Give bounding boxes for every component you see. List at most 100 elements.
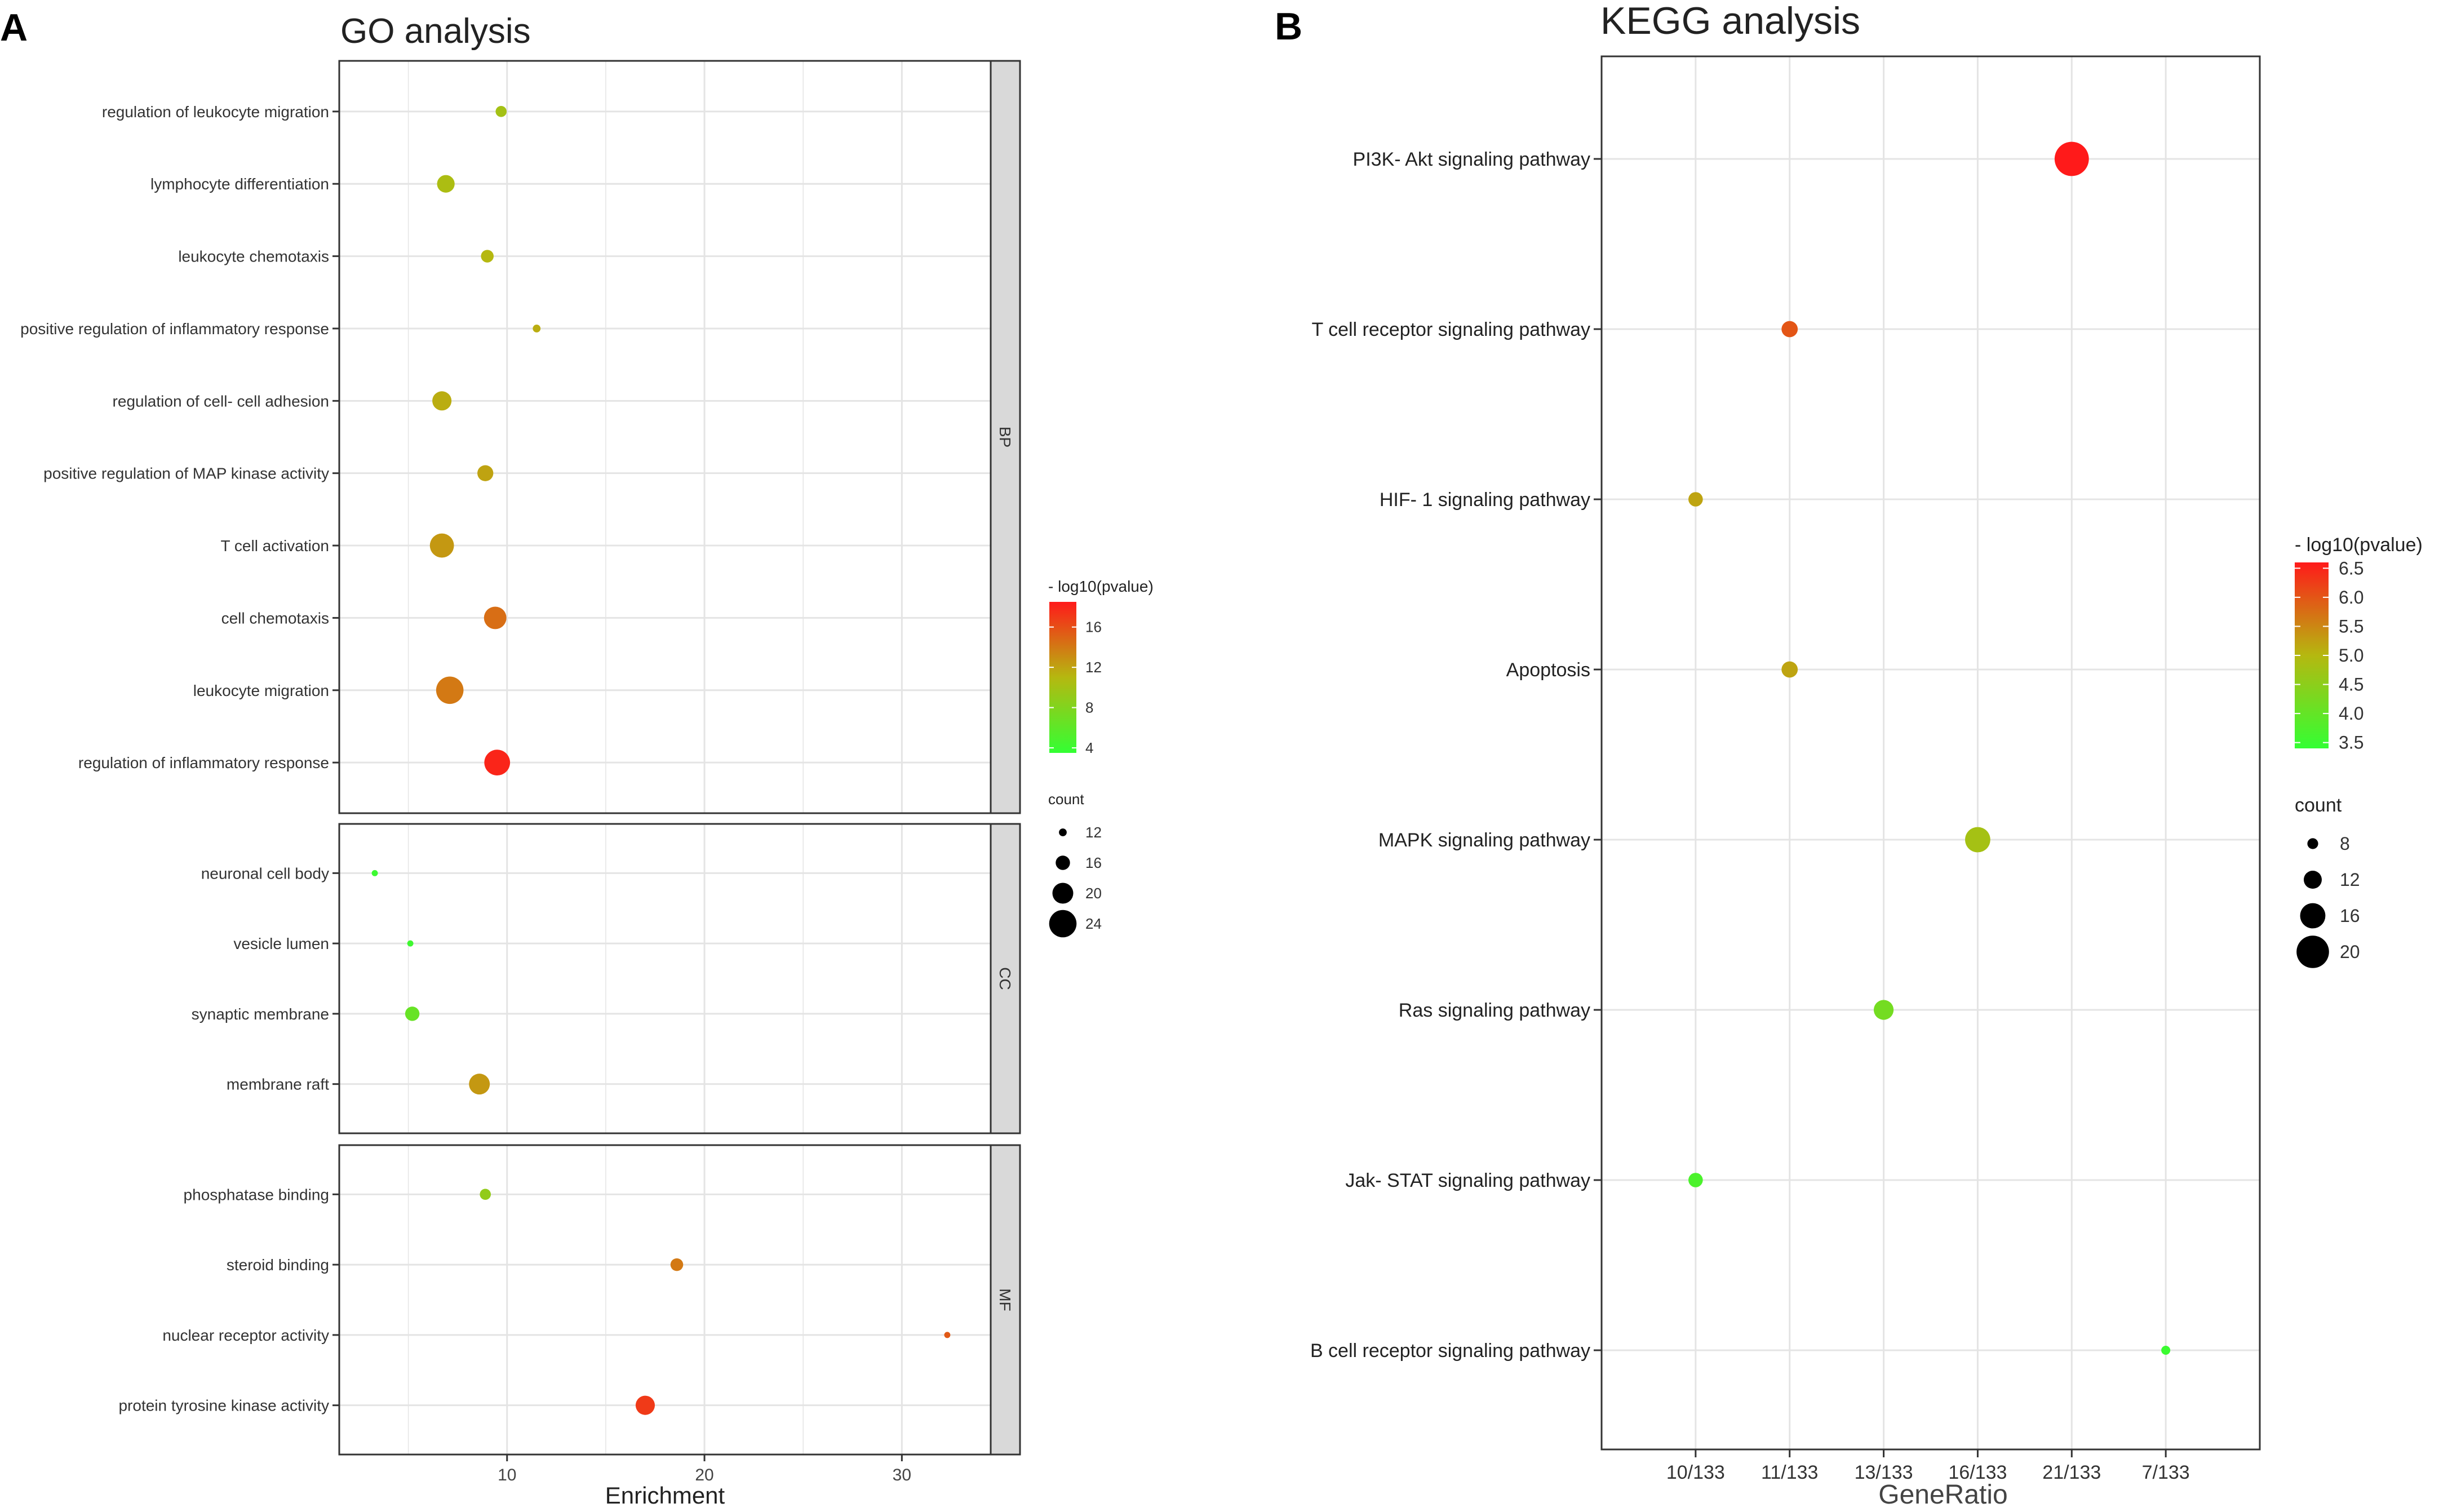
- data-point: [437, 175, 455, 193]
- colorbar-tick-label: 4: [1085, 739, 1093, 756]
- panel-a-label: A: [0, 6, 28, 49]
- y-tick-label: leukocyte migration: [193, 682, 329, 699]
- y-tick-label: HIF- 1 signaling pathway: [1380, 489, 1590, 511]
- data-point: [2161, 1346, 2171, 1355]
- panel-a-colorbar: [1049, 602, 1076, 753]
- size-legend-dot: [2307, 838, 2318, 849]
- data-point: [484, 606, 507, 629]
- y-tick-label: positive regulation of MAP kinase activi…: [43, 465, 329, 482]
- size-legend-label: 24: [1085, 915, 1102, 932]
- panel-b: B KEGG analysis PI3K- Akt signaling path…: [1275, 0, 2423, 1510]
- x-tick-label: 30: [893, 1466, 911, 1484]
- panel-a-color-legend-title: - log10(pvalue): [1048, 578, 1154, 595]
- y-tick-label: phosphatase binding: [184, 1186, 329, 1203]
- facet-background: [339, 824, 991, 1133]
- data-point: [1781, 321, 1798, 338]
- data-point: [371, 870, 378, 876]
- panel-b-size-legend-title: count: [2295, 795, 2342, 816]
- y-tick-label: PI3K- Akt signaling pathway: [1353, 149, 1590, 170]
- y-tick-label: neuronal cell body: [201, 864, 329, 882]
- y-tick-label: T cell receptor signaling pathway: [1311, 319, 1590, 340]
- panel-a-xlabel: Enrichment: [605, 1482, 725, 1509]
- size-legend-label: 16: [2340, 906, 2360, 926]
- panel-b-xlabel: GeneRatio: [1878, 1480, 2007, 1510]
- colorbar-tick-label: 8: [1085, 699, 1093, 716]
- y-tick-label: Apoptosis: [1506, 659, 1590, 681]
- size-legend-label: 12: [1085, 824, 1102, 841]
- y-tick-label: nuclear receptor activity: [162, 1327, 329, 1344]
- y-tick-label: T cell activation: [221, 537, 329, 555]
- size-legend-dot: [1049, 910, 1077, 938]
- data-point: [944, 1332, 951, 1338]
- colorbar-tick-label: 5.5: [2339, 616, 2363, 636]
- x-tick-label: 21/133: [2042, 1462, 2101, 1483]
- y-tick-label: lymphocyte differentiation: [150, 175, 329, 193]
- panel-a-size-legend-title: count: [1048, 791, 1084, 808]
- data-point: [405, 1006, 420, 1021]
- facet-background: [339, 1145, 991, 1455]
- x-tick-label: 7/133: [2142, 1462, 2190, 1483]
- panel-a-x-axis: 10 20 30: [498, 1455, 911, 1484]
- data-point: [481, 250, 494, 263]
- data-point: [495, 106, 507, 117]
- panel-a-plot: regulation of leukocyte migration lymphoc…: [20, 60, 1021, 1484]
- y-tick-label: positive regulation of inflammatory resp…: [20, 320, 329, 338]
- panel-b-label: B: [1275, 5, 1302, 48]
- y-tick-label: cell chemotaxis: [221, 609, 329, 627]
- size-legend-label: 12: [2340, 870, 2360, 890]
- x-tick-label: 20: [695, 1466, 713, 1484]
- colorbar-tick-label: 4.5: [2339, 675, 2363, 695]
- x-tick-label: 13/133: [1855, 1462, 1913, 1483]
- y-tick-label: steroid binding: [227, 1256, 329, 1274]
- x-tick-label: 11/133: [1761, 1462, 1818, 1483]
- data-point: [1781, 661, 1798, 678]
- size-legend-dot: [1056, 855, 1070, 870]
- size-legend-dot: [2296, 935, 2329, 968]
- colorbar-tick-label: 5.0: [2339, 645, 2363, 666]
- data-point: [429, 533, 454, 558]
- facet-cc: neuronal cell body vesicle lumen synaptic …: [192, 823, 1021, 1134]
- data-point: [407, 940, 414, 947]
- size-legend-label: 20: [1085, 885, 1102, 902]
- colorbar-tick-label: 3.5: [2339, 733, 2363, 753]
- y-tick-label: MAPK signaling pathway: [1378, 830, 1590, 851]
- data-point: [484, 750, 511, 775]
- panel-a-title: GO analysis: [340, 12, 531, 51]
- plot-border: [1600, 55, 2261, 1451]
- data-point: [635, 1395, 655, 1415]
- facet-strip-label: CC: [996, 967, 1014, 990]
- y-tick-label: regulation of inflammatory response: [78, 754, 329, 771]
- size-legend-dot: [2304, 871, 2322, 889]
- colorbar-tick-label: 4.0: [2339, 703, 2363, 724]
- y-tick-label: membrane raft: [227, 1076, 329, 1093]
- data-point: [1688, 492, 1703, 507]
- data-point: [480, 1189, 491, 1200]
- data-point: [533, 325, 541, 332]
- facet-mf: phosphatase binding steroid binding nuclea…: [118, 1144, 1021, 1456]
- size-legend-label: 8: [2340, 833, 2350, 854]
- data-point: [1688, 1173, 1703, 1187]
- facet-strip-label: MF: [996, 1288, 1014, 1311]
- colorbar-tick-label: 12: [1085, 659, 1102, 676]
- y-tick-label: B cell receptor signaling pathway: [1310, 1340, 1590, 1362]
- x-tick-label: 16/133: [1948, 1462, 2007, 1483]
- size-legend-dot: [1059, 828, 1067, 836]
- facet-background: [339, 61, 991, 813]
- colorbar-tick-label: 16: [1085, 619, 1102, 636]
- facet-bp: regulation of leukocyte migration lymphoc…: [20, 60, 1021, 814]
- panel-b-plot: PI3K- Akt signaling pathway T cell recept…: [1310, 55, 2261, 1483]
- facet-strip: [990, 60, 1021, 814]
- panel-b-color-legend-title: - log10(pvalue): [2295, 534, 2423, 556]
- size-legend-dot: [1052, 883, 1074, 904]
- data-point: [670, 1258, 684, 1271]
- data-point: [477, 465, 494, 481]
- data-point: [469, 1074, 490, 1095]
- y-tick-label: synaptic membrane: [192, 1005, 329, 1023]
- panel-b-legends: - log10(pvalue) count 6.5 6.0 5.5 5.0 4.5 4.0…: [2295, 534, 2423, 968]
- data-point: [436, 676, 464, 704]
- data-point: [2054, 141, 2089, 176]
- colorbar-tick-label: 6.5: [2339, 558, 2363, 578]
- data-point: [1965, 827, 1990, 853]
- y-tick-label: leukocyte chemotaxis: [178, 248, 329, 265]
- x-tick-label: 10: [498, 1466, 516, 1484]
